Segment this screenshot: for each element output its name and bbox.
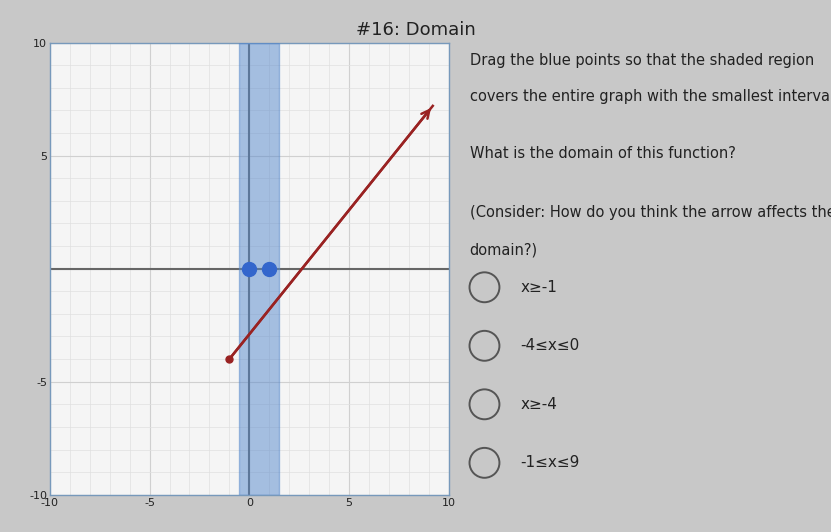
Bar: [239, 43, 279, 495]
Text: x≥-1: x≥-1: [520, 280, 557, 295]
Text: -1≤x≤9: -1≤x≤9: [520, 455, 579, 470]
Text: What is the domain of this function?: What is the domain of this function?: [470, 146, 735, 161]
Text: #16: Domain: #16: Domain: [356, 21, 475, 39]
Text: -4≤x≤0: -4≤x≤0: [520, 338, 579, 353]
Text: (Consider: How do you think the arrow affects the: (Consider: How do you think the arrow af…: [470, 205, 831, 220]
Text: covers the entire graph with the smallest interval.: covers the entire graph with the smalles…: [470, 89, 831, 104]
Text: x≥-4: x≥-4: [520, 397, 557, 412]
Text: Drag the blue points so that the shaded region: Drag the blue points so that the shaded …: [470, 53, 814, 68]
Text: domain?): domain?): [470, 242, 538, 257]
